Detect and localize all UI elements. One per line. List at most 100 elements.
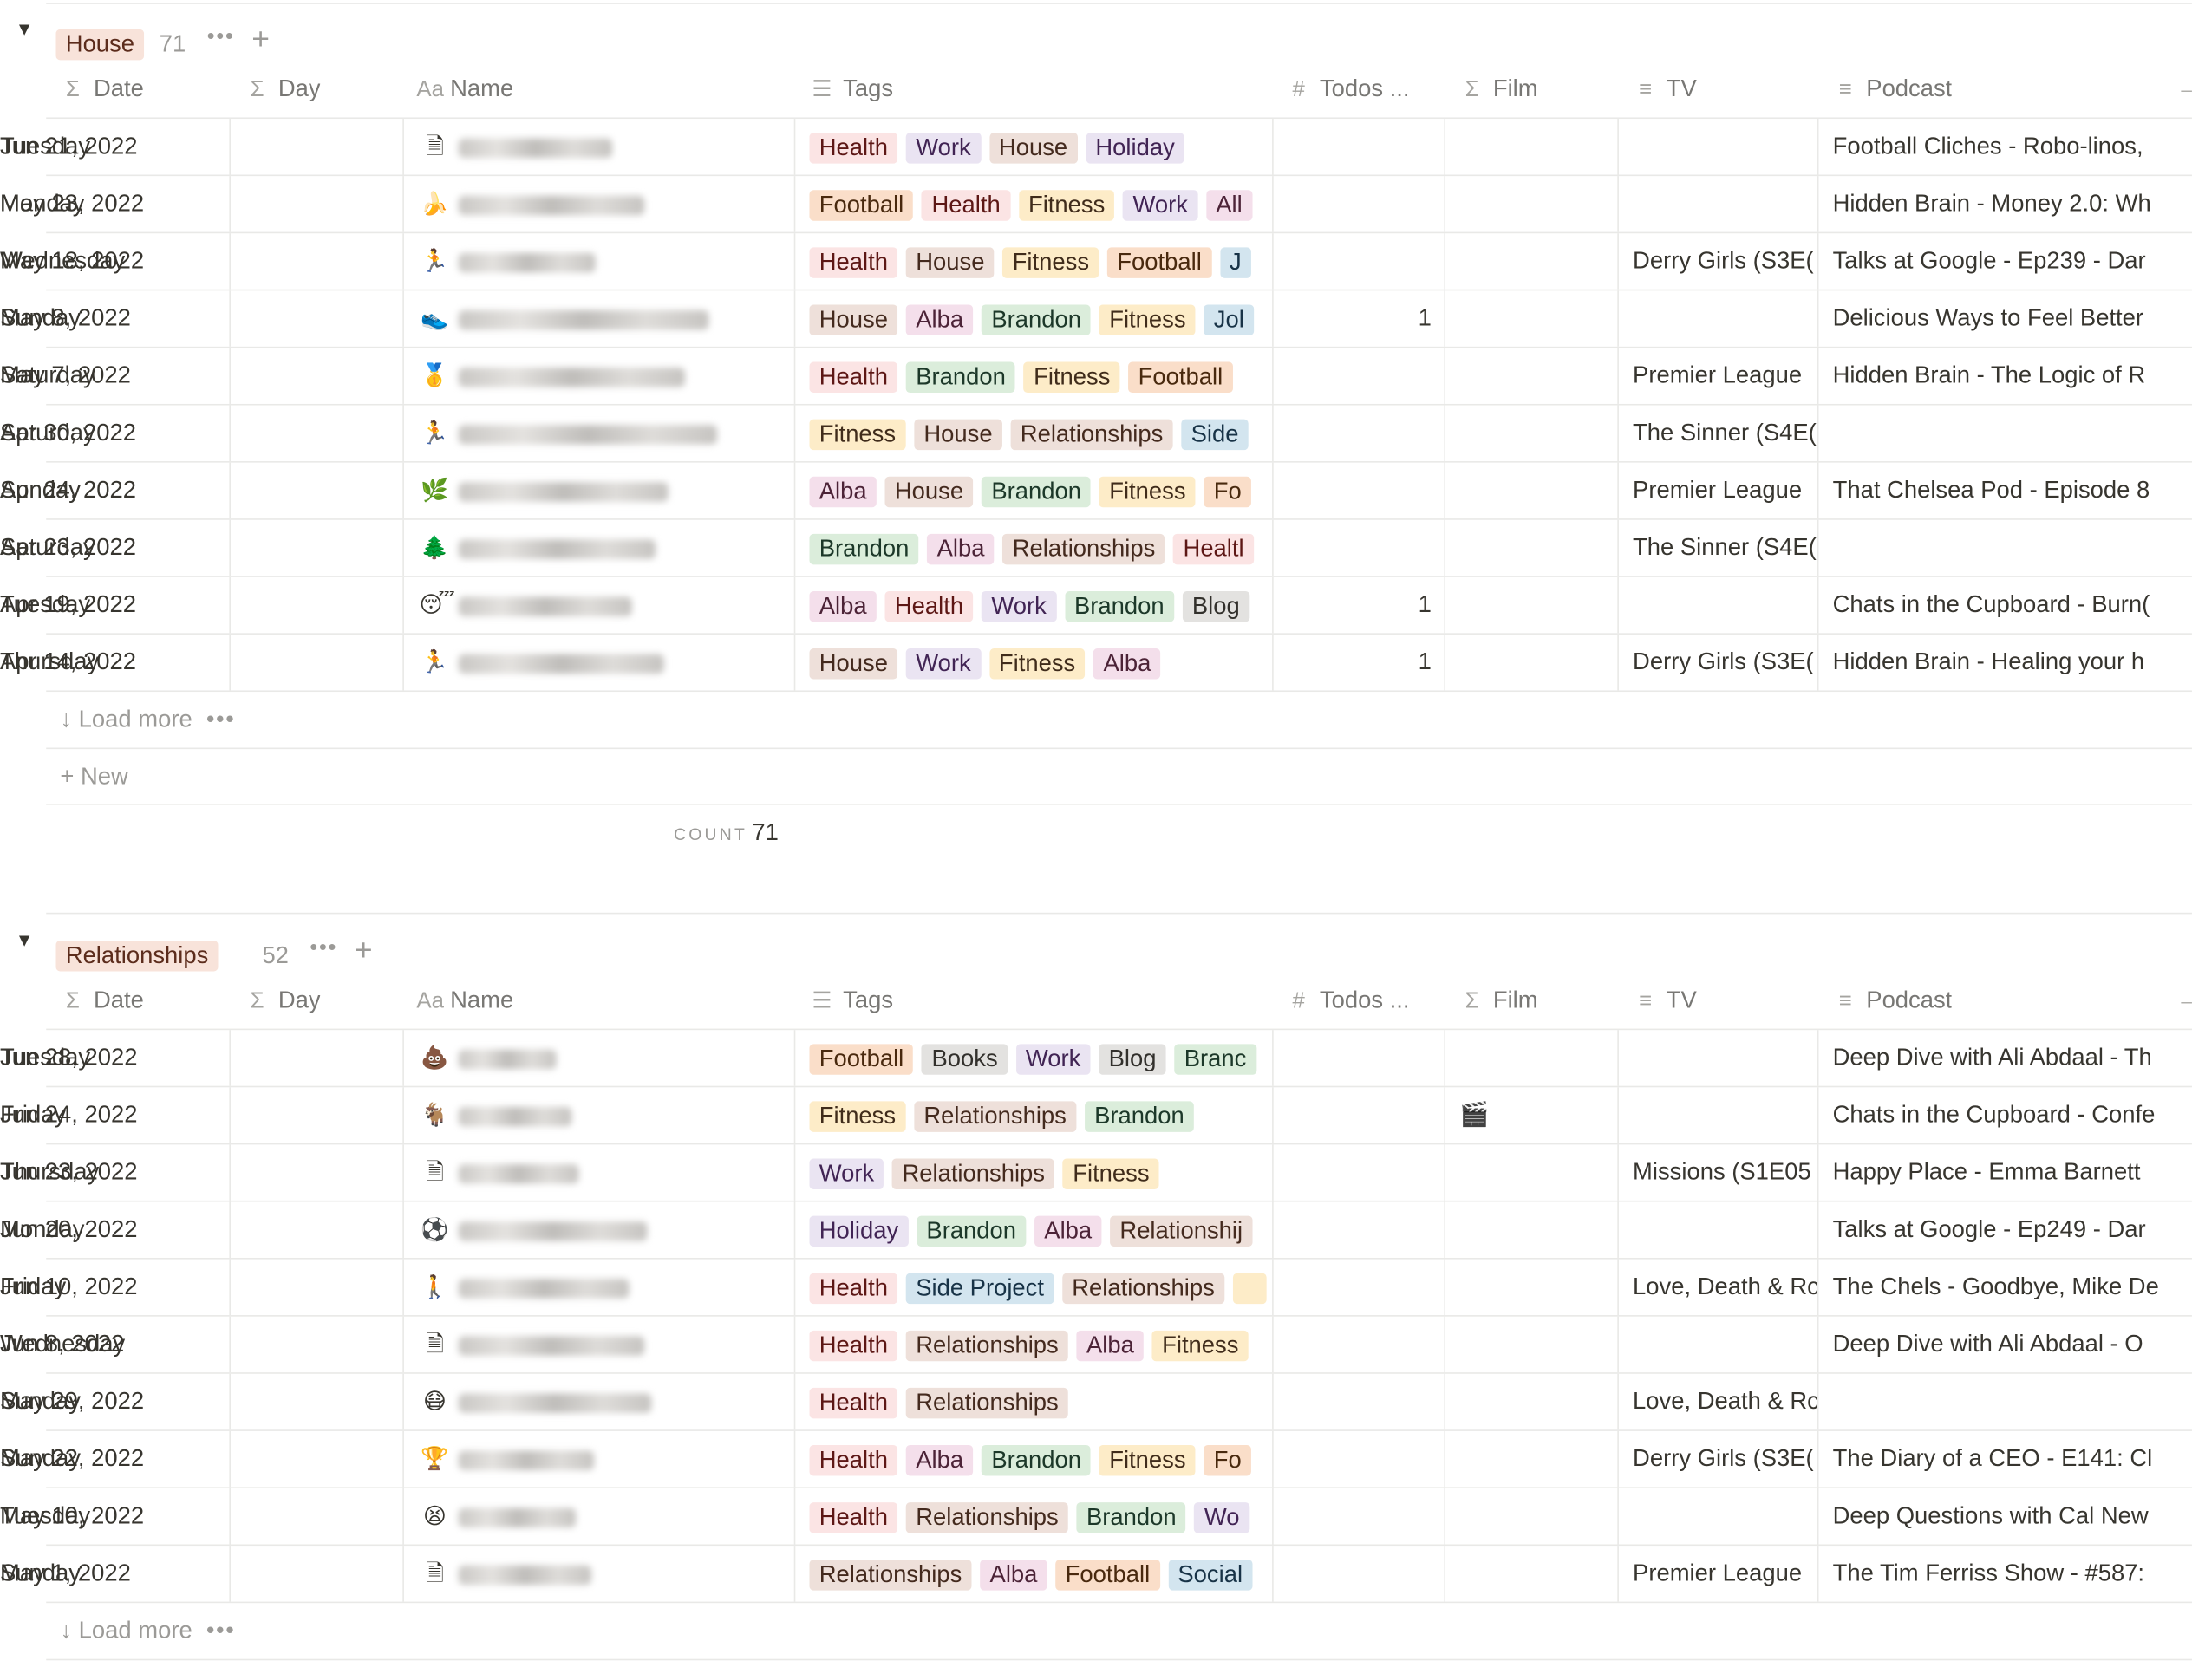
table-row[interactable]: Jun 10, 2022 Friday 🚶 Health Side Project Rel…: [0, 1259, 2192, 1317]
cell-tags[interactable]: Work Relationships Fitness: [809, 1144, 1270, 1200]
column-header-todos[interactable]: # Todos ...: [1286, 973, 1410, 1028]
table-row[interactable]: Jun 24, 2022 Friday 🐐 Fitness Relationships B…: [0, 1087, 2192, 1145]
group-add-icon[interactable]: +: [354, 932, 373, 967]
cell-name[interactable]: 🌲: [420, 520, 794, 576]
load-more-button[interactable]: ↓ Load more •••: [60, 692, 235, 747]
group-relationships: ▼ Relationships 52 ••• + Σ Date Σ Day Aa Name ☰ Tags…: [0, 911, 2192, 1661]
cell-name[interactable]: 🏃: [420, 635, 794, 690]
table-row[interactable]: Jun 20, 2022 Monday ⚽ Holiday Brandon Alba Rel…: [0, 1201, 2192, 1260]
cell-name[interactable]: 🏆: [420, 1431, 794, 1487]
column-header-name[interactable]: Aa Name: [416, 973, 513, 1028]
cell-tags[interactable]: Alba House Brandon Fitness Fo: [809, 463, 1270, 518]
column-header-tv[interactable]: ≡ TV: [1633, 62, 1697, 117]
collapse-toggle-icon[interactable]: ▼: [15, 17, 34, 40]
column-header-day[interactable]: Σ Day: [245, 62, 321, 117]
cell-tags[interactable]: Brandon Alba Relationships Healtl: [809, 520, 1270, 576]
cell-day: Monday: [0, 190, 85, 217]
load-more-button[interactable]: ↓ Load more •••: [60, 1603, 235, 1658]
table-row[interactable]: May 10, 2022 Tuesday 😫 Health Relationships B…: [0, 1488, 2192, 1547]
table-row[interactable]: Apr 30, 2022 Saturday 🏃 Fitness House Relatio…: [0, 405, 2192, 463]
group-more-icon[interactable]: •••: [206, 25, 235, 49]
cell-name[interactable]: 🏃: [420, 406, 794, 461]
cell-name[interactable]: 🚶: [420, 1260, 794, 1315]
tag-pill: Books: [922, 1043, 1008, 1075]
column-header-name[interactable]: Aa Name: [416, 62, 513, 117]
cell-tags[interactable]: Football Books Work Blog Branc: [809, 1030, 1270, 1085]
cell-tags[interactable]: House Work Fitness Alba: [809, 635, 1270, 690]
column-divider: [1817, 1144, 1819, 1201]
shoe-icon: 👟: [421, 306, 449, 331]
column-divider: [793, 1087, 796, 1143]
cell-name[interactable]: 🗎: [420, 1317, 794, 1372]
cell-tags[interactable]: Health Side Project Relationships: [809, 1260, 1270, 1315]
cell-name[interactable]: 🐐: [420, 1087, 794, 1143]
table-row[interactable]: Apr 24, 2022 Sunday 🌿 Alba House Brandon Fitne…: [0, 462, 2192, 520]
cell-tags[interactable]: Health Brandon Fitness Football: [809, 348, 1270, 403]
table-row[interactable]: Jun 21, 2022 Tuesday 🗎 Health Work House Holid…: [0, 119, 2192, 177]
table-row[interactable]: Jun 8, 2022 Wednesday 🗎 Health Relationships…: [0, 1316, 2192, 1374]
tag-pill: House: [884, 475, 974, 507]
cell-tags[interactable]: Health Relationships Alba Fitness: [809, 1317, 1270, 1372]
cell-tags[interactable]: Health Work House Holiday: [809, 119, 1270, 174]
cell-name[interactable]: 🌿: [420, 463, 794, 518]
cell-tags[interactable]: Fitness House Relationships Side: [809, 406, 1270, 461]
cell-tags[interactable]: Health Relationships Brandon Wo: [809, 1488, 1270, 1544]
table-row[interactable]: Jun 28, 2022 Tuesday 💩 Football Books Work Blo…: [0, 1030, 2192, 1088]
cell-tags[interactable]: House Alba Brandon Fitness Jol: [809, 290, 1270, 346]
collapse-toggle-icon[interactable]: ▼: [15, 929, 34, 951]
column-header-film[interactable]: Σ Film: [1459, 973, 1538, 1028]
table-row[interactable]: May 29, 2022 Sunday 😷 Health Relationships Lo…: [0, 1373, 2192, 1431]
cell-tags[interactable]: Fitness Relationships Brandon: [809, 1087, 1270, 1143]
add-column-icon[interactable]: –: [2181, 989, 2192, 1013]
column-header-tags[interactable]: ☰ Tags: [809, 62, 893, 117]
cell-todos: [1286, 463, 1432, 518]
calculation-row[interactable]: COUNT 71: [0, 805, 2192, 867]
tag-pill: Fitness: [809, 1100, 906, 1132]
column-header-day[interactable]: Σ Day: [245, 973, 321, 1028]
load-more-options-icon[interactable]: •••: [206, 1617, 236, 1644]
column-divider: [402, 462, 404, 519]
cell-tags[interactable]: Health Relationships: [809, 1374, 1270, 1429]
group-more-icon[interactable]: •••: [310, 936, 338, 960]
column-header-date[interactable]: Σ Date: [60, 62, 144, 117]
column-header-date[interactable]: Σ Date: [60, 973, 144, 1028]
load-more-options-icon[interactable]: •••: [206, 706, 236, 733]
cell-name[interactable]: 💩: [420, 1030, 794, 1085]
table-row[interactable]: Apr 19, 2022 Tuesday 😴 Alba Health Work Brando…: [0, 576, 2192, 635]
cell-name[interactable]: 🥇: [420, 348, 794, 403]
cell-tags[interactable]: Alba Health Work Brandon Blog: [809, 577, 1270, 633]
table-row[interactable]: Jun 23, 2022 Thursday 🗎 Work Relationships Fi…: [0, 1144, 2192, 1202]
table-row[interactable]: Apr 14, 2022 Thursday 🏃 House Work Fitness Alb…: [0, 634, 2192, 693]
cell-tags[interactable]: Relationships Alba Football Social: [809, 1546, 1270, 1601]
cell-name[interactable]: 🗎: [420, 1144, 794, 1200]
cell-tags[interactable]: Football Health Fitness Work All: [809, 176, 1270, 231]
table-row[interactable]: May 7, 2022 Saturday 🥇 Health Brandon Fitness…: [0, 348, 2192, 406]
cell-tags[interactable]: Health House Fitness Football J: [809, 233, 1270, 289]
cell-name[interactable]: 😫: [420, 1488, 794, 1544]
cell-name[interactable]: 🍌: [420, 176, 794, 231]
cell-name[interactable]: 🏃: [420, 233, 794, 289]
column-header-podcast[interactable]: ≡ Podcast: [1833, 62, 1953, 117]
cell-name[interactable]: 😴: [420, 577, 794, 633]
cell-tags[interactable]: Health Alba Brandon Fitness Fo: [809, 1431, 1270, 1487]
cell-name[interactable]: 😷: [420, 1374, 794, 1429]
new-row-button[interactable]: + New: [60, 749, 127, 804]
cell-tags[interactable]: Holiday Brandon Alba Relationshij: [809, 1201, 1270, 1257]
cell-name[interactable]: 🗎: [420, 1546, 794, 1601]
group-add-icon[interactable]: +: [251, 21, 270, 56]
table-row[interactable]: May 1, 2022 Sunday 🗎 Relationships Alba Footb…: [0, 1546, 2192, 1604]
column-header-film[interactable]: Σ Film: [1459, 62, 1538, 117]
table-row[interactable]: May 23, 2022 Monday 🍌 Football Health Fitness…: [0, 176, 2192, 234]
column-header-tags[interactable]: ☰ Tags: [809, 973, 893, 1028]
cell-name[interactable]: 🗎: [420, 119, 794, 174]
table-row[interactable]: May 18, 2022 Wednesday 🏃 Health House Fitness…: [0, 233, 2192, 291]
column-header-tv[interactable]: ≡ TV: [1633, 973, 1697, 1028]
cell-name[interactable]: 👟: [420, 290, 794, 346]
add-column-icon[interactable]: –: [2181, 78, 2192, 101]
table-row[interactable]: May 8, 2022 Sunday 👟 House Alba Brandon Fitnes…: [0, 290, 2192, 348]
column-header-todos[interactable]: # Todos ...: [1286, 62, 1410, 117]
cell-name[interactable]: ⚽: [420, 1201, 794, 1257]
column-header-podcast[interactable]: ≡ Podcast: [1833, 973, 1953, 1028]
table-row[interactable]: May 22, 2022 Sunday 🏆 Health Alba Brandon Fitn…: [0, 1430, 2192, 1488]
table-row[interactable]: Apr 23, 2022 Saturday 🌲 Brandon Alba Relation…: [0, 519, 2192, 577]
